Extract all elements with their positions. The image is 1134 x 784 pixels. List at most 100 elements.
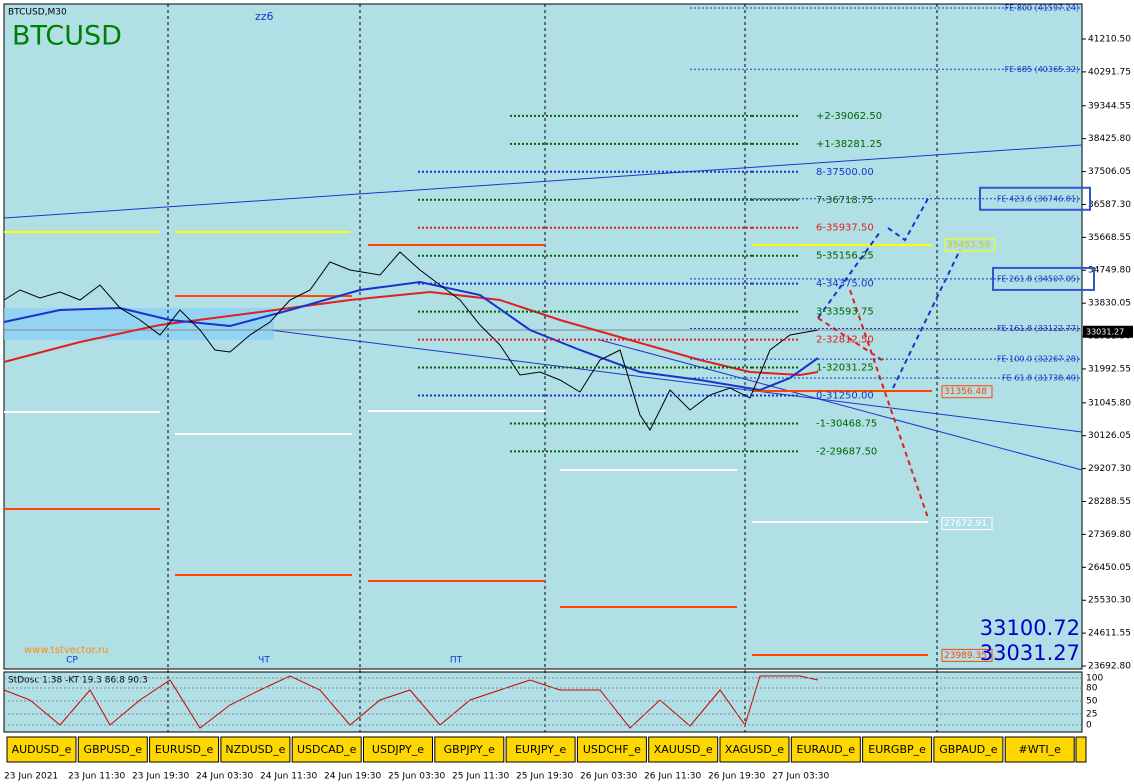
symbol-button[interactable]: GBPUSD_e [77,736,148,763]
symbol-button-label: USDCHF_e [583,743,641,756]
price-tick-label: 24611.55 [1088,629,1131,639]
target-label: 23989.35 [944,651,987,661]
symbol-button[interactable]: XAGUSD_e [719,736,790,763]
level-label: -2-29687.50 [816,446,877,457]
time-tick-label: 25 Jun 19:30 [516,772,573,782]
session-separators [167,4,938,732]
symbol-button-bg [291,736,362,763]
price-tick-label: 26450.05 [1088,563,1131,573]
symbol-button-label: XAUUSD_e [654,743,713,756]
time-tick-label: 26 Jun 03:30 [580,772,637,782]
symbol-button[interactable]: USDJPY_e [363,736,433,763]
target-label: 27672.91 [944,519,987,529]
time-tick-label: 24 Jun 11:30 [260,772,317,782]
fe-label: FE 161.8 (33122.77) [997,324,1079,333]
oscillator-area [3,671,1083,733]
time-tick-label: 24 Jun 19:30 [324,772,381,782]
oscillator-tick-label: 80 [1086,684,1098,694]
symbol-button[interactable]: AUDUSD_e [6,736,77,763]
time-tick-label: 27 Jun 03:30 [772,772,829,782]
symbol-button-bg [719,736,790,763]
symbol-button-bg [434,736,505,763]
price-tick-label: 35668.55 [1088,233,1131,243]
target-label: 31356.48 [944,387,987,397]
symbol-button[interactable]: GBPAUD_e [933,736,1004,763]
symbol-button-bg [6,736,77,763]
level-label: 6-35937.50 [816,223,874,234]
oscillator-tick-label: 50 [1086,697,1098,707]
target-box [941,517,993,531]
symbol-button-bg [1004,736,1075,763]
level-label: +1-38281.25 [816,139,882,150]
symbol-button[interactable]: USDCAD_e [291,736,362,763]
symbol-button-label: EURGBP_e [868,743,926,756]
symbol-button[interactable]: #WTI_e [1004,736,1075,763]
fe-highlight-box [992,266,1095,291]
symbol-button-bg [648,736,719,763]
oscillator-tick-label: 0 [1086,721,1092,731]
time-tick-label: 25 Jun 03:30 [388,772,445,782]
symbol-button[interactable]: EURUSD_e [149,736,220,763]
symbol-button-label: NZDUSD_e [225,743,285,756]
symbol-button-label: EURJPY_e [515,743,566,756]
level-label: 3-33593.75 [816,307,874,318]
target-box [944,238,996,252]
symbol-button[interactable]: EURAUD_e [790,736,861,763]
level-label: -1-30468.75 [816,418,877,429]
trend-lines [3,144,1083,656]
level-label: 1-32031.25 [816,363,874,374]
level-label: 0-31250.00 [816,391,874,402]
symbol-button-bg [149,736,220,763]
ask-price: 33031.27 [980,641,1080,665]
bid-price: 33100.72 [980,616,1080,640]
time-tick-label: 26 Jun 19:30 [708,772,765,782]
price-tick-label: 39344.55 [1088,101,1131,111]
price-tick-label: 38425.80 [1088,134,1131,144]
fe-label: FE 800 (41597.24) [1005,4,1079,13]
symbol-button[interactable]: GBPJPY_e [434,736,505,763]
moving-averages [3,280,819,392]
day-label: СР [66,656,78,666]
price-tick-label: 27369.80 [1088,530,1131,540]
symbol-button[interactable]: EURJPY_e [505,736,576,763]
level-label: 8-37500.00 [816,167,874,178]
symbol-button[interactable]: NZDUSD_e [220,736,291,763]
fe-label: FE 261.8 (34507.05) [997,274,1079,283]
price-tick-label: 37506.05 [1088,167,1131,177]
symbol-button-bg [363,736,433,763]
fe-label: FE 61.8 (31738.49) [1002,374,1079,383]
price-tick-label: 36587.30 [1088,200,1131,210]
level-label: 2-32812.50 [816,335,874,346]
symbol-button[interactable]: USDCHF_e [576,736,647,763]
price-tick-label: 31992.55 [1088,364,1131,374]
level-label: 4-34375.00 [816,279,874,290]
current-price: 33031.27 [1086,327,1124,336]
target-box [941,385,993,399]
level-label: 7-36718.75 [816,195,874,206]
indicator-name: zz6 [255,10,274,23]
price-tick-label: 31045.80 [1088,398,1131,408]
price-tick-label: 28288.55 [1088,497,1131,507]
price-tick-label: 29207.30 [1088,464,1131,474]
target-label: 35453.59 [947,241,990,251]
symbol-button-label: XAGUSD_e [725,743,784,756]
website: www.tstvector.ru [24,645,108,656]
price-tick-label: 23692.80 [1088,662,1131,672]
symbol-button-label: GBPUSD_e [84,743,143,756]
symbol-button-label: #WTI_e [1019,743,1062,756]
symbol-button-label: USDCAD_e [297,743,357,756]
symbol-button-label: AUDUSD_e [12,743,72,756]
oscillator-tick-label: 25 [1086,710,1097,720]
symbol-button-bg [77,736,148,763]
symbol-button[interactable]: EURGBP_e [862,736,933,763]
oscillator-label: StDosc 1.38 -KT 19.3 86.8 90.3 [8,676,148,686]
symbol-button[interactable]: XAUUSD_e [648,736,719,763]
time-tick-label: 26 Jun 11:30 [644,772,701,782]
target-box [941,648,993,662]
current-price-box [1083,325,1133,338]
oscillator-tick-label: 100 [1086,674,1103,684]
time-tick-label: 23 Jun 11:30 [68,772,125,782]
time-tick-label: 23 Jun 19:30 [132,772,189,782]
chart-title: BTCUSD [12,21,122,52]
